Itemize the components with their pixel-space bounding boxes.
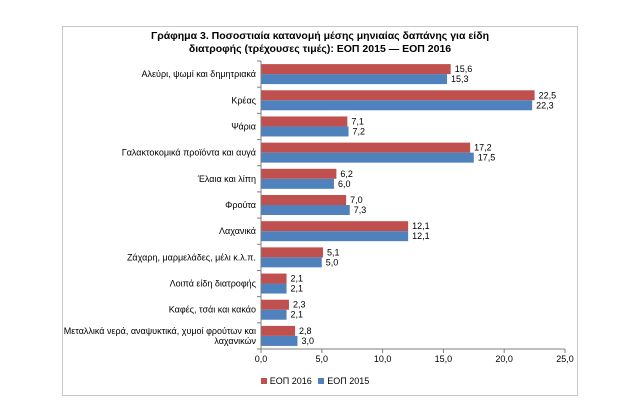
data-label-2016: 7,1 (351, 116, 364, 126)
legend-item-2016: ΕΟΠ 2016 (260, 376, 315, 386)
data-label-2016: 2,8 (299, 326, 312, 336)
bar-2016 (261, 299, 289, 310)
x-tick-label: 15,0 (435, 354, 453, 364)
bar-2015 (261, 231, 409, 242)
category-label-line: Αλεύρι, ψωμί και δημητριακά (142, 69, 256, 79)
chart-title: Γράφημα 3. Ποσοστιαία κατανομή μέσης μην… (62, 30, 578, 56)
category-label: Λοιπά είδη διατροφής (170, 279, 257, 289)
chart-legend: ΕΟΠ 2016 ΕΟΠ 2015 (0, 376, 630, 386)
data-label-2015: 7,3 (354, 205, 367, 215)
bar-2016 (261, 90, 535, 101)
bar-2016 (261, 221, 409, 232)
data-label-2015: 17,5 (478, 153, 496, 163)
category-label: Μεταλλικά νερά, αναψυκτικά, χυμοί φρούτω… (64, 326, 257, 346)
legend-label-2016: ΕΟΠ 2016 (269, 376, 312, 386)
chart-title-line-1: Γράφημα 3. Ποσοστιαία κατανομή μέσης μην… (151, 30, 489, 42)
data-label-2015: 2,1 (291, 284, 304, 294)
category-label: Γαλακτοκομικά προϊόντα και αυγά (122, 148, 256, 158)
bar-2016 (261, 195, 347, 205)
legend-swatch-2016 (260, 378, 267, 384)
category-label-line: λαχανικών (214, 336, 256, 346)
data-label-2016: 2,3 (293, 300, 306, 310)
category-label-line: Λαχανικά (219, 226, 256, 236)
category-label-line: Γαλακτοκομικά προϊόντα και αυγά (122, 148, 256, 158)
category-label: Φρούτα (225, 200, 256, 210)
x-tick-label: 5,0 (316, 354, 329, 364)
bar-2016 (261, 142, 471, 153)
bar-2015 (261, 335, 298, 346)
category-label: Ψάρια (231, 121, 256, 131)
data-label-2016: 7,0 (350, 195, 363, 205)
bar-2015 (261, 205, 350, 215)
category-label-line: Μεταλλικά νερά, αναψυκτικά, χυμοί φρούτω… (64, 326, 256, 336)
legend-item-2015: ΕΟΠ 2015 (318, 376, 369, 386)
category-label: Αλεύρι, ψωμί και δημητριακά (142, 69, 256, 79)
x-tick-label: 0,0 (255, 354, 268, 364)
data-label-2015: 12,1 (412, 231, 430, 241)
bar-2016 (261, 325, 296, 336)
category-label: Λαχανικά (219, 226, 256, 236)
bar-2015 (261, 283, 287, 294)
data-label-2016: 5,1 (327, 247, 340, 257)
data-label-2015: 2,1 (291, 310, 304, 320)
category-label-line: Ψάρια (231, 121, 256, 131)
bar-2015 (261, 100, 533, 111)
category-label-line: Φρούτα (225, 200, 256, 210)
bar-2015 (261, 126, 349, 137)
bar-2015 (261, 257, 322, 268)
x-tick-label: 20,0 (495, 354, 513, 364)
data-label-2016: 22,5 (539, 90, 557, 100)
data-label-2016: 17,2 (474, 143, 492, 153)
bar-2016 (261, 116, 348, 127)
bar-2015 (261, 152, 474, 163)
bar-2015 (261, 309, 287, 320)
data-label-2016: 12,1 (412, 221, 430, 231)
data-label-2015: 22,3 (536, 100, 554, 110)
data-label-2015: 3,0 (301, 336, 314, 346)
x-tick-label: 10,0 (374, 354, 392, 364)
chart-title-line-2: διατροφής (τρέχουσες τιμές): ΕΟΠ 2015 — … (188, 43, 452, 55)
data-label-2015: 15,3 (451, 74, 469, 84)
data-label-2015: 5,0 (326, 257, 339, 267)
category-label: Ζάχαρη, μαρμελάδες, μέλι κ.λ.π. (127, 252, 256, 262)
bar-2015 (261, 74, 448, 85)
data-label-2015: 7,2 (353, 126, 366, 136)
category-label: Έλαια και λίπη (197, 174, 256, 184)
category-label-line: Καφές, τσάι και κακάο (169, 305, 256, 315)
bar-2016 (261, 168, 337, 179)
category-label-line: Λοιπά είδη διατροφής (170, 279, 257, 289)
bar-2016 (261, 273, 287, 284)
category-label-line: Κρέας (231, 95, 256, 105)
data-label-2016: 2,1 (291, 274, 304, 284)
x-tick-label: 25,0 (556, 354, 574, 364)
data-label-2016: 15,6 (455, 64, 473, 74)
category-label-line: Έλαια και λίπη (197, 174, 256, 184)
legend-swatch-2015 (318, 378, 325, 384)
category-label: Καφές, τσάι και κακάο (169, 305, 256, 315)
bar-2015 (261, 178, 334, 189)
data-label-2016: 6,2 (340, 169, 353, 179)
bar-2016 (261, 64, 451, 75)
category-label: Κρέας (231, 95, 256, 105)
bar-2016 (261, 247, 324, 258)
category-label-line: Ζάχαρη, μαρμελάδες, μέλι κ.λ.π. (127, 252, 256, 262)
legend-label-2015: ΕΟΠ 2015 (327, 376, 370, 386)
data-label-2015: 6,0 (338, 179, 351, 189)
